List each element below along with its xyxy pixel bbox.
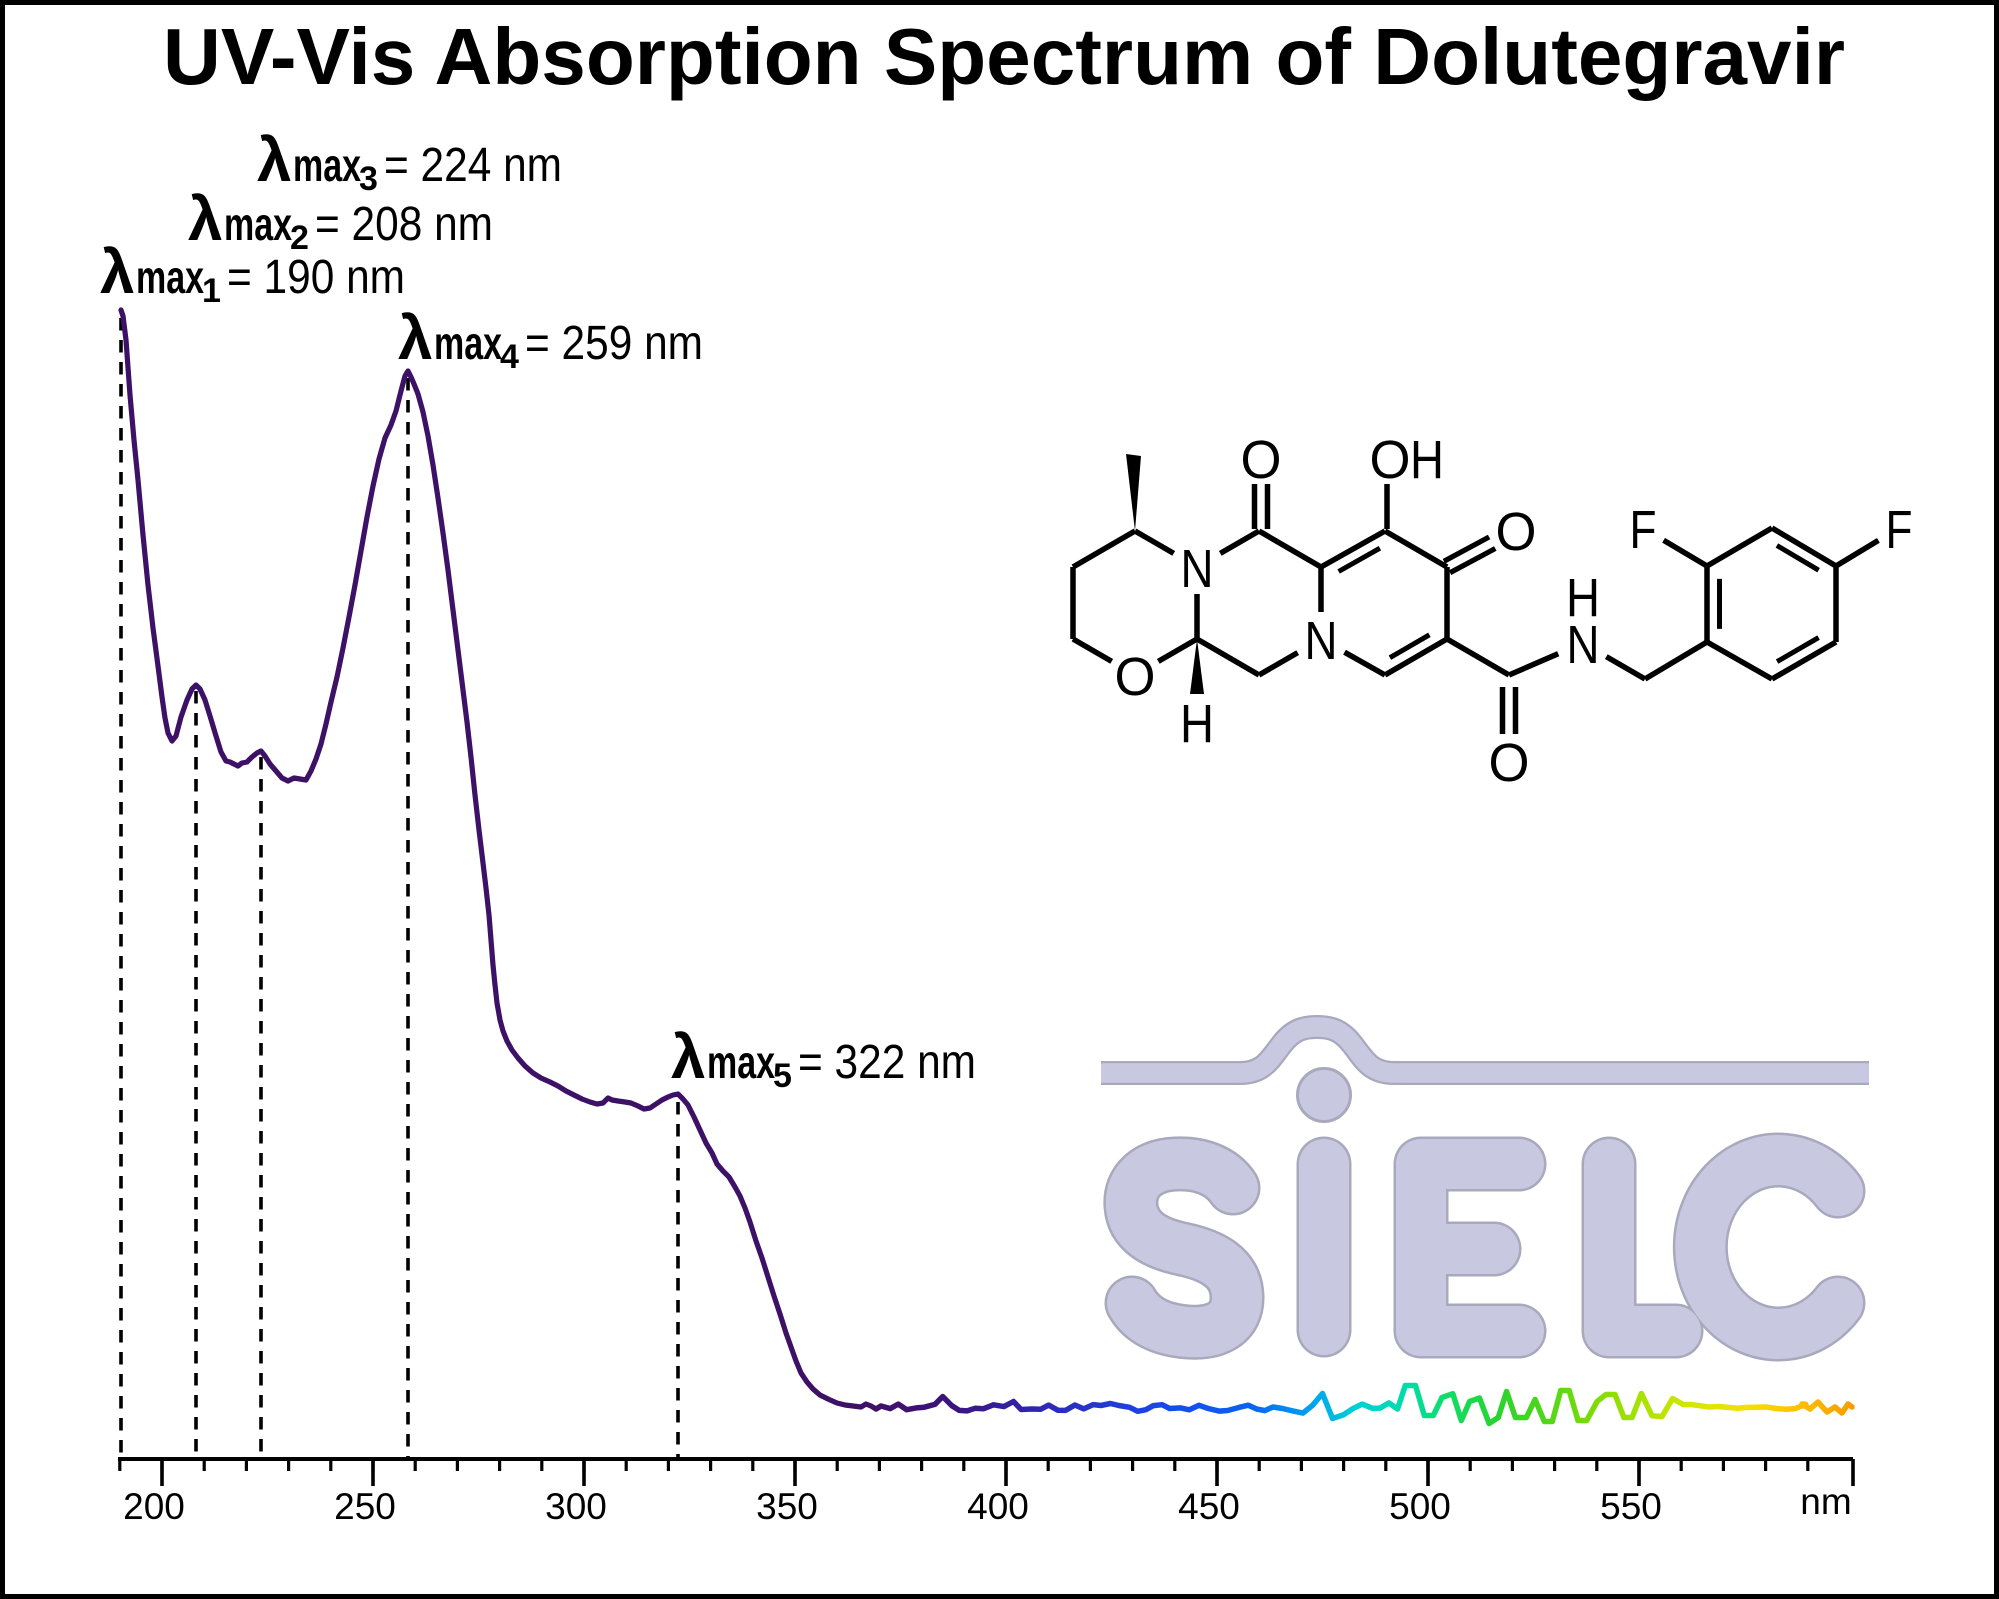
svg-text:max: max [707,1036,775,1088]
svg-text:λ: λ [257,126,291,195]
svg-text:250: 250 [334,1486,396,1527]
svg-text:N: N [1181,539,1214,599]
svg-text:nm: nm [1800,1481,1851,1522]
svg-text:5: 5 [773,1057,792,1095]
svg-text:2: 2 [290,219,309,257]
svg-text:F: F [1886,500,1913,560]
svg-text:= 224 nm: = 224 nm [384,139,562,192]
svg-text:H: H [1410,430,1444,490]
svg-text:N: N [1567,615,1600,675]
svg-text:F: F [1630,500,1657,560]
svg-text:450: 450 [1178,1486,1240,1527]
svg-text:O: O [1370,430,1411,490]
svg-text:O: O [1241,430,1282,490]
svg-text:O: O [1115,647,1156,707]
svg-text:= 208 nm: = 208 nm [315,198,493,251]
svg-text:max: max [136,251,204,303]
svg-text:H: H [1566,568,1600,628]
svg-text:O: O [1496,502,1537,562]
svg-text:λ: λ [398,304,432,373]
svg-text:200: 200 [123,1486,185,1527]
svg-text:O: O [1489,733,1530,793]
svg-text:N: N [1305,611,1338,671]
svg-text:max: max [434,317,502,369]
svg-text:550: 550 [1600,1486,1662,1527]
svg-text:max: max [224,198,292,250]
svg-text:500: 500 [1389,1486,1451,1527]
svg-text:λ: λ [671,1023,705,1092]
svg-text:1: 1 [202,272,221,310]
svg-text:max: max [293,139,361,191]
svg-text:λ: λ [100,238,134,307]
svg-text:= 322 nm: = 322 nm [798,1036,976,1089]
svg-text:3: 3 [359,160,378,198]
svg-text:= 190 nm: = 190 nm [227,251,405,304]
svg-text:350: 350 [756,1486,818,1527]
svg-text:4: 4 [500,338,519,376]
svg-text:UV-Vis Absorption Spectrum of: UV-Vis Absorption Spectrum of Dolutegrav… [163,12,1845,101]
svg-text:H: H [1180,694,1214,754]
svg-text:300: 300 [545,1486,607,1527]
svg-text:λ: λ [188,185,222,254]
svg-text:= 259 nm: = 259 nm [525,317,703,370]
svg-text:400: 400 [967,1486,1029,1527]
